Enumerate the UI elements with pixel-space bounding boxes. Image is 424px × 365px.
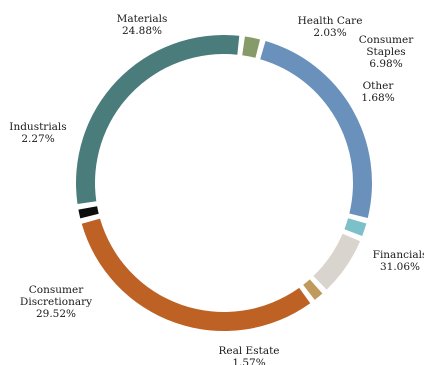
- slice-name-label: Other: [363, 80, 395, 92]
- slice-materials: [260, 40, 372, 218]
- slice-industrials: [242, 36, 261, 58]
- slice-financials: [81, 218, 311, 332]
- slice-other: [303, 279, 323, 300]
- slice-name-label: Health Care: [298, 15, 363, 27]
- slice-real-estate: [78, 206, 99, 219]
- slice-value-label: 31.06%: [380, 261, 420, 273]
- slice-name-label: Discretionary: [20, 296, 92, 308]
- slice-value-label: 29.52%: [36, 308, 76, 320]
- slice-name-label: Consumer: [29, 284, 84, 296]
- slice-name-label: Financials: [373, 249, 424, 261]
- slice-name-label: Staples: [366, 46, 405, 58]
- slice-health-care: [344, 218, 367, 236]
- slice-value-label: 1.68%: [361, 92, 394, 104]
- slice-value-label: 2.03%: [313, 27, 346, 39]
- slice-value-label: 6.98%: [369, 58, 402, 70]
- slice-value-label: 24.88%: [122, 25, 162, 37]
- slice-name-label: Industrials: [9, 121, 66, 133]
- slice-consumer-staples: [313, 233, 361, 290]
- slice-value-label: 1.57%: [232, 357, 265, 365]
- slice-value-label: 2.27%: [21, 133, 54, 145]
- slice-name-label: Consumer: [359, 34, 414, 46]
- slice-name-label: Materials: [117, 13, 168, 25]
- slice-name-label: Real Estate: [218, 345, 279, 357]
- slice-consumer-discretionary: [76, 34, 240, 204]
- donut-slices: [76, 34, 372, 332]
